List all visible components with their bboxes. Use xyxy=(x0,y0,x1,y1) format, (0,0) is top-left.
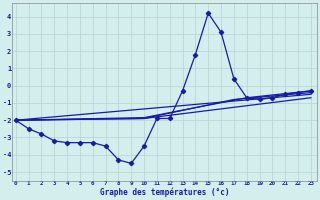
X-axis label: Graphe des températures (°c): Graphe des températures (°c) xyxy=(100,188,229,197)
